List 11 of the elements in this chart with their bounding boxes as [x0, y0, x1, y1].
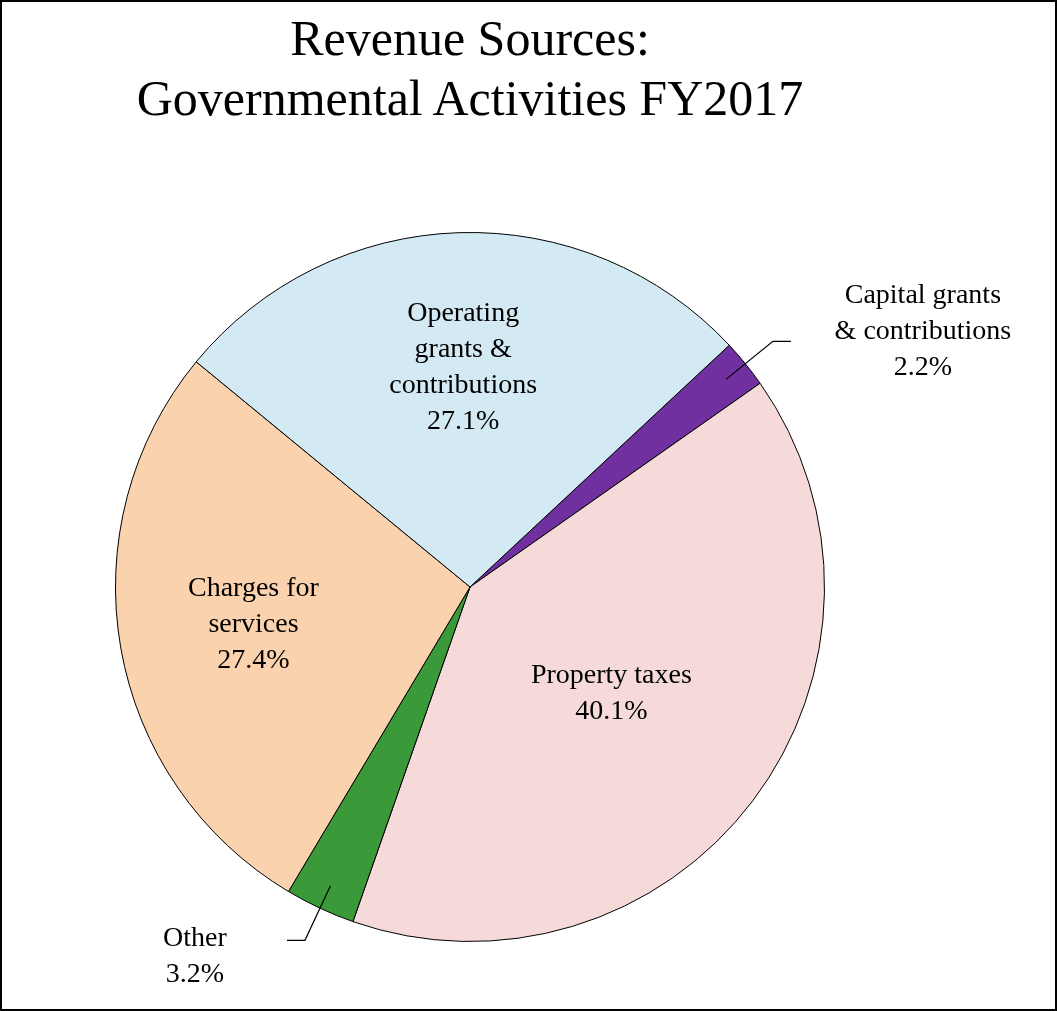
data-label: 27.1% [427, 403, 500, 435]
data-label: 40.1% [575, 694, 648, 726]
slice-label: Property taxes [530, 658, 692, 690]
data-label: 27.4% [217, 643, 290, 675]
chart-title: Revenue Sources: Governmental Activities FY2017 [135, 9, 805, 128]
slice-label: Charges for services [188, 571, 320, 639]
data-label: 3.2% [165, 956, 225, 988]
slice-label: Operating grants & contributions [389, 295, 538, 399]
slice-label: Other [163, 920, 228, 952]
data-label: 2.2% [893, 349, 953, 381]
slice-label: Capital grants & contributions [834, 277, 1012, 345]
